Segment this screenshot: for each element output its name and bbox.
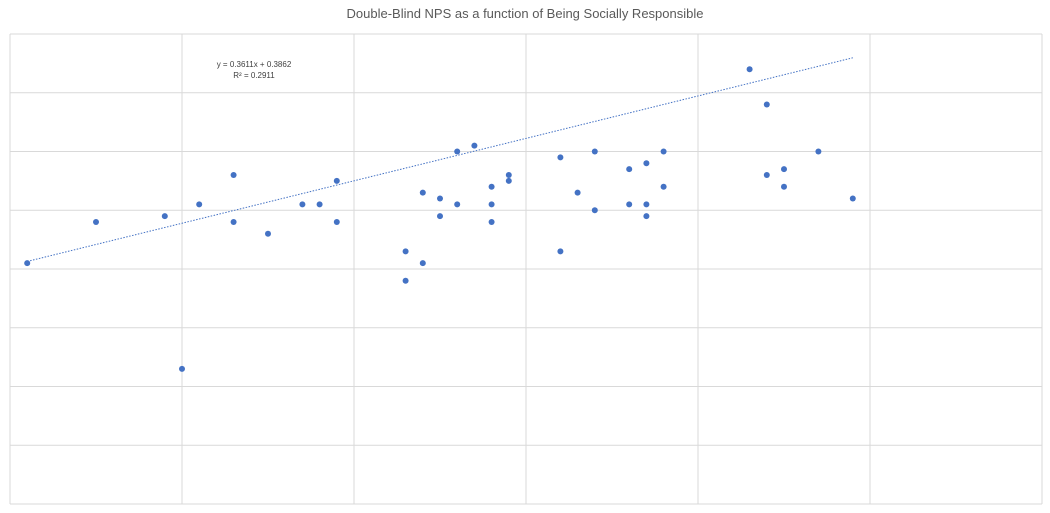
data-point [454,148,461,155]
data-point [161,213,168,220]
trendline-equation: y = 0.3611x + 0.3862 [217,60,292,69]
data-point [402,277,409,284]
data-point [643,201,650,208]
data-point [488,201,495,208]
data-point [660,183,667,190]
data-point [488,183,495,190]
data-point [333,219,340,225]
gridlines [9,33,1043,505]
data-point [643,213,650,220]
data-point [299,201,306,208]
data-point [591,148,598,155]
trendline [27,57,853,262]
data-point [437,195,443,202]
data-point [557,248,564,255]
data-point [746,66,753,73]
data-point [471,142,478,149]
data-point [626,201,633,208]
data-point [781,183,787,190]
data-point [763,172,770,178]
data-point [781,166,787,173]
data-point [626,166,633,173]
data-point [591,207,598,214]
data-point [93,219,99,225]
data-point [660,148,667,155]
data-point [437,213,443,220]
data-point [316,201,323,208]
data-point [488,219,495,225]
data-point [557,154,564,161]
data-point [265,230,271,237]
data-points [24,66,856,372]
data-point [419,260,426,267]
data-point [849,195,856,202]
data-point [179,365,185,372]
data-point [402,248,409,255]
trendline-r-squared: R² = 0.2911 [233,71,275,80]
data-point [333,177,340,184]
data-point [505,177,512,184]
data-point [230,219,237,225]
data-point [419,189,426,196]
data-point [454,201,461,208]
data-point [505,172,512,178]
data-point [230,172,237,178]
data-point [24,260,31,267]
data-point [196,201,203,208]
data-point [574,189,581,196]
trendline-layer [27,57,853,262]
data-point [763,101,770,108]
chart-title: Double-Blind NPS as a function of Being … [346,6,704,21]
data-point [643,160,650,167]
data-point [815,148,822,155]
